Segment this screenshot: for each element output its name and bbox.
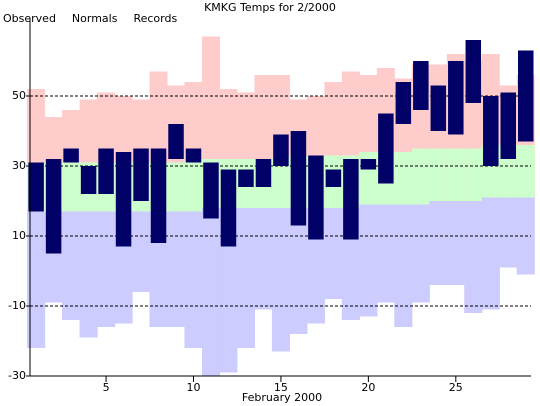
x-axis-label: February 2000: [242, 391, 322, 404]
record-low-band: [446, 201, 465, 285]
record-low-band: [132, 211, 151, 292]
normal-bar: [411, 148, 430, 205]
record-low-band: [271, 208, 290, 352]
record-low-band: [219, 208, 238, 373]
x-tick-label: 10: [187, 381, 201, 394]
y-tick-label: 30: [12, 159, 26, 172]
observed-bar: [150, 148, 167, 243]
observed-bar: [360, 159, 377, 170]
observed-bar: [133, 148, 149, 201]
observed-bar: [430, 85, 447, 131]
observed-bar: [290, 131, 307, 226]
observed-bar: [308, 155, 324, 240]
observed-bar: [255, 159, 272, 187]
observed-bar: [500, 92, 517, 159]
observed-bar: [98, 148, 114, 194]
record-low-band: [394, 204, 413, 327]
normal-bar: [464, 148, 483, 201]
legend-entry: Records: [133, 12, 177, 25]
record-low-band: [429, 201, 448, 285]
observed-bar: [465, 40, 482, 103]
observed-bar: [220, 169, 237, 247]
record-low-band: [324, 208, 343, 299]
record-low-band: [254, 208, 273, 310]
observed-bar: [518, 50, 534, 142]
observed-bar: [395, 82, 412, 124]
x-tick-label: 15: [274, 381, 288, 394]
observed-bar: [378, 113, 394, 184]
y-tick-label: 10: [12, 229, 26, 242]
observed-bar: [413, 61, 429, 110]
record-low-band: [236, 208, 255, 348]
observed-bar: [115, 152, 132, 247]
observed-bar: [28, 162, 44, 212]
record-low-band: [376, 204, 395, 303]
record-low-band: [184, 211, 203, 348]
record-low-band: [289, 208, 308, 334]
normal-bar: [184, 159, 203, 212]
observed-bar: [80, 166, 97, 194]
record-low-band: [499, 197, 518, 268]
record-low-band: [481, 197, 500, 310]
record-low-band: [411, 204, 430, 303]
normal-bar: [394, 152, 413, 205]
legend-entry: Observed: [3, 12, 56, 25]
record-low-band: [464, 201, 483, 313]
observed-bar: [168, 124, 184, 159]
x-tick-label: 20: [361, 381, 375, 394]
record-low-band: [201, 208, 220, 376]
observed-bar: [273, 134, 289, 166]
record-low-band: [167, 211, 186, 327]
normal-bar: [446, 148, 465, 201]
normal-bar: [516, 145, 535, 198]
chart-title: KMKG Temps for 2/2000: [204, 1, 336, 14]
normal-bar: [167, 162, 186, 212]
record-low-band: [79, 211, 98, 338]
observed-bar: [343, 159, 359, 240]
y-tick-label: -10: [8, 299, 26, 312]
normal-bar: [429, 148, 448, 201]
record-low-band: [62, 211, 81, 320]
legend-entry: Normals: [72, 12, 118, 25]
observed-bar: [203, 162, 219, 219]
observed-bar: [325, 169, 342, 187]
record-low-band: [97, 211, 116, 327]
record-low-band: [359, 204, 378, 317]
observed-bar: [483, 96, 499, 166]
y-tick-label: -30: [8, 369, 26, 382]
normal-bar: [62, 162, 81, 212]
normal-bar: [271, 159, 290, 208]
x-tick-label: 5: [103, 381, 110, 394]
observed-bar: [448, 61, 464, 135]
y-tick-label: 50: [12, 89, 26, 102]
observed-bar: [185, 148, 202, 163]
record-low-band: [27, 211, 46, 348]
observed-bar: [63, 148, 79, 163]
observed-bar: [238, 169, 254, 187]
x-tick-label: 25: [449, 381, 463, 394]
observed-bar: [45, 159, 62, 254]
